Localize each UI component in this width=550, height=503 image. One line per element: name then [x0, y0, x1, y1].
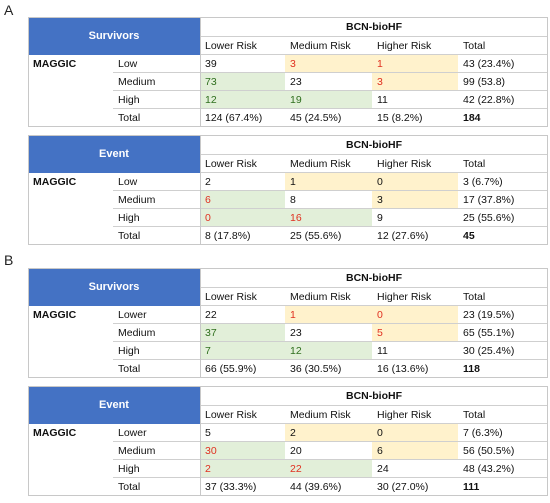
table-cell: 6	[372, 442, 458, 460]
row-label: Medium	[113, 191, 200, 209]
column-header: Medium Risk	[285, 288, 372, 306]
group-header: BCN-bioHF	[200, 268, 548, 288]
column-header: Higher Risk	[372, 37, 458, 55]
table-cell: 3	[372, 191, 458, 209]
row-label: Low	[113, 55, 200, 73]
table-cell: 12	[285, 342, 372, 360]
table-border	[28, 386, 548, 496]
row-label: High	[113, 91, 200, 109]
table-cell: 11	[372, 91, 458, 109]
table-cell: 1	[285, 306, 372, 324]
table-cell: 7	[200, 342, 285, 360]
table-border	[28, 17, 548, 127]
row-label: Medium	[113, 442, 200, 460]
table-cell: 17 (37.8%)	[458, 191, 548, 209]
column-divider	[200, 386, 201, 496]
row-label: Medium	[113, 73, 200, 91]
column-header: Total	[458, 155, 548, 173]
column-header: Medium Risk	[285, 406, 372, 424]
table-cell: 23	[285, 324, 372, 342]
table-cell: 56 (50.5%)	[458, 442, 548, 460]
table-cell: 9	[372, 209, 458, 227]
table-cell: 23	[285, 73, 372, 91]
row-label: High	[113, 342, 200, 360]
column-header: Total	[458, 288, 548, 306]
row-label: High	[113, 460, 200, 478]
table-cell: 16	[285, 209, 372, 227]
table-cell: 0	[372, 424, 458, 442]
table-cell: 22	[285, 460, 372, 478]
table-cell: 12	[200, 91, 285, 109]
column-header: Higher Risk	[372, 406, 458, 424]
row-group: MAGGIC	[33, 176, 77, 188]
table-cell: 3 (6.7%)	[458, 173, 548, 191]
table-cell: 0	[200, 209, 285, 227]
column-header: Total	[458, 406, 548, 424]
table-cell: 24	[372, 460, 458, 478]
table-cell: 2	[285, 424, 372, 442]
table-cell: 19	[285, 91, 372, 109]
table-cell: 0	[372, 306, 458, 324]
table-cell: 5	[372, 324, 458, 342]
table-cell: 0	[372, 173, 458, 191]
group-header: BCN-bioHF	[200, 17, 548, 37]
row-label: Lower	[113, 424, 200, 442]
corner-header: Event	[28, 135, 200, 173]
table-cell: 30 (25.4%)	[458, 342, 548, 360]
column-header: Lower Risk	[200, 406, 285, 424]
table-border	[28, 268, 548, 378]
row-label: Medium	[113, 324, 200, 342]
column-divider	[200, 135, 201, 245]
row-group: MAGGIC	[33, 309, 77, 321]
table-cell: 22	[200, 306, 285, 324]
table-cell: 7 (6.3%)	[458, 424, 548, 442]
table-cell: 11	[372, 342, 458, 360]
row-label: Lower	[113, 306, 200, 324]
table-cell: 2	[200, 460, 285, 478]
panel-label: A	[4, 2, 14, 18]
row-group: MAGGIC	[33, 427, 77, 439]
table-cell: 99 (53.8)	[458, 73, 548, 91]
column-header: Total	[458, 37, 548, 55]
corner-header: Event	[28, 386, 200, 424]
table-cell: 8	[285, 191, 372, 209]
table-cell: 30	[200, 442, 285, 460]
table-border	[28, 135, 548, 245]
table-cell: 1	[372, 55, 458, 73]
table-cell: 3	[372, 73, 458, 91]
panel-label: B	[4, 252, 14, 268]
column-header: Lower Risk	[200, 37, 285, 55]
column-header: Lower Risk	[200, 155, 285, 173]
table-cell: 20	[285, 442, 372, 460]
column-header: Medium Risk	[285, 37, 372, 55]
table-cell: 5	[200, 424, 285, 442]
table-cell: 43 (23.4%)	[458, 55, 548, 73]
column-header: Higher Risk	[372, 288, 458, 306]
corner-header: Survivors	[28, 17, 200, 55]
table-cell: 23 (19.5%)	[458, 306, 548, 324]
column-header: Higher Risk	[372, 155, 458, 173]
table-cell: 37	[200, 324, 285, 342]
row-group: MAGGIC	[33, 58, 77, 70]
table-cell: 1	[285, 173, 372, 191]
table-cell: 3	[285, 55, 372, 73]
table-cell: 42 (22.8%)	[458, 91, 548, 109]
column-header: Lower Risk	[200, 288, 285, 306]
table-cell: 39	[200, 55, 285, 73]
table-cell: 48 (43.2%)	[458, 460, 548, 478]
column-divider	[200, 268, 201, 378]
table-cell: 2	[200, 173, 285, 191]
column-header: Medium Risk	[285, 155, 372, 173]
row-label: Low	[113, 173, 200, 191]
table-cell: 6	[200, 191, 285, 209]
group-header: BCN-bioHF	[200, 135, 548, 155]
table-cell: 25 (55.6%)	[458, 209, 548, 227]
table-cell: 65 (55.1%)	[458, 324, 548, 342]
table-cell: 73	[200, 73, 285, 91]
group-header: BCN-bioHF	[200, 386, 548, 406]
row-label: High	[113, 209, 200, 227]
column-divider	[200, 17, 201, 127]
corner-header: Survivors	[28, 268, 200, 306]
